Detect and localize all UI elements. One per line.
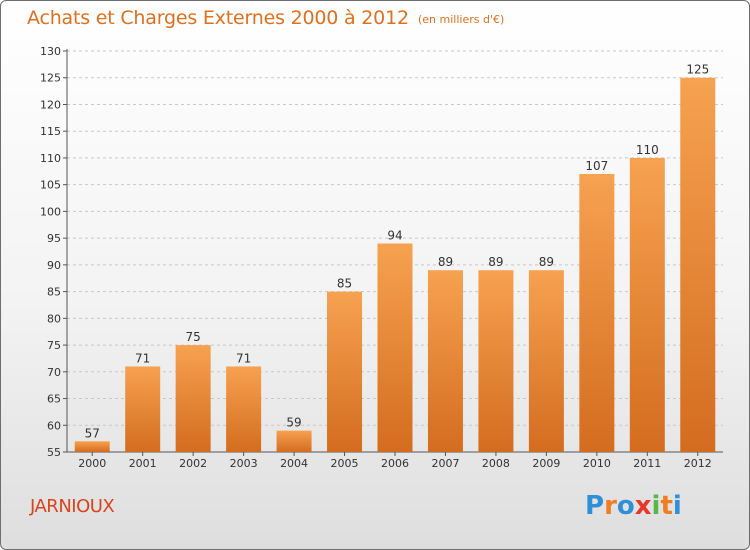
x-tick-label: 2007 [431,457,459,470]
bar [478,270,514,452]
bar [377,243,413,452]
x-tick-label: 2006 [381,457,409,470]
commune-name: JARNIOUX [30,496,115,517]
y-tick-label: 125 [40,72,61,85]
y-tick-label: 75 [47,339,61,352]
bar [528,270,564,452]
bars [74,77,716,452]
data-label: 57 [85,426,100,440]
y-tick-label: 65 [47,393,61,406]
data-label: 71 [135,351,150,365]
bar [680,77,716,452]
y-tick-label: 105 [40,179,61,192]
logo-letter: o [616,491,635,521]
data-label: 94 [387,228,402,242]
x-tick-label: 2000 [78,457,106,470]
y-tick-label: 60 [47,419,61,432]
y-tick-label: 80 [47,312,61,325]
bar [74,441,110,452]
y-tick-label: 70 [47,366,61,379]
proxiti-logo[interactable]: Proxiti [585,491,682,521]
axes: 55 60 65 70 75 80 85 90 95 100 105 110 115 120 125 130 2… [40,45,723,470]
bar [276,430,312,452]
x-tick-label: 2004 [280,457,308,470]
data-label: 59 [286,416,301,430]
data-label: 89 [539,255,554,269]
data-label: 107 [585,159,608,173]
data-label: 75 [186,330,201,344]
bar [629,157,665,452]
y-tick-label: 90 [47,259,61,272]
y-tick-label: 110 [40,152,61,165]
logo-letter: P [585,491,605,521]
x-tick-label: 2011 [633,457,661,470]
x-tick-label: 2012 [684,457,712,470]
data-label: 89 [438,255,453,269]
x-tick-label: 2001 [129,457,157,470]
x-tick-label: 2009 [532,457,560,470]
logo-letter: x [634,491,652,521]
y-tick-label: 100 [40,205,61,218]
bar [427,270,463,452]
bar [327,291,363,452]
chart-subtitle: (en milliers d'€) [418,13,505,26]
x-tick-label: 2008 [482,457,510,470]
data-labels: 57 71 75 71 59 85 94 89 89 89 107 110 125 [85,63,710,441]
logo-letter: t [660,491,673,521]
y-tick-label: 120 [40,98,61,111]
data-label: 125 [686,63,709,77]
x-tick-label: 2002 [179,457,207,470]
bar [226,366,262,452]
logo-letter: r [604,491,617,521]
x-tick-label: 2005 [331,457,359,470]
data-label: 110 [636,143,659,157]
y-tick-label: 95 [47,232,61,245]
x-tick-label: 2010 [583,457,611,470]
logo-letter: i [651,491,661,521]
y-tick-label: 55 [47,446,61,459]
data-label: 71 [236,351,251,365]
bar [579,173,615,452]
y-tick-label: 130 [40,45,61,58]
chart-title: Achats et Charges Externes 2000 à 2012 [27,7,409,29]
data-label: 89 [488,255,503,269]
logo-letter: i [672,491,682,521]
bar [125,366,161,452]
bar [175,345,211,452]
data-label: 85 [337,277,352,291]
y-tick-label: 85 [47,286,61,299]
x-tick-label: 2003 [230,457,258,470]
y-tick-label: 115 [40,125,61,138]
